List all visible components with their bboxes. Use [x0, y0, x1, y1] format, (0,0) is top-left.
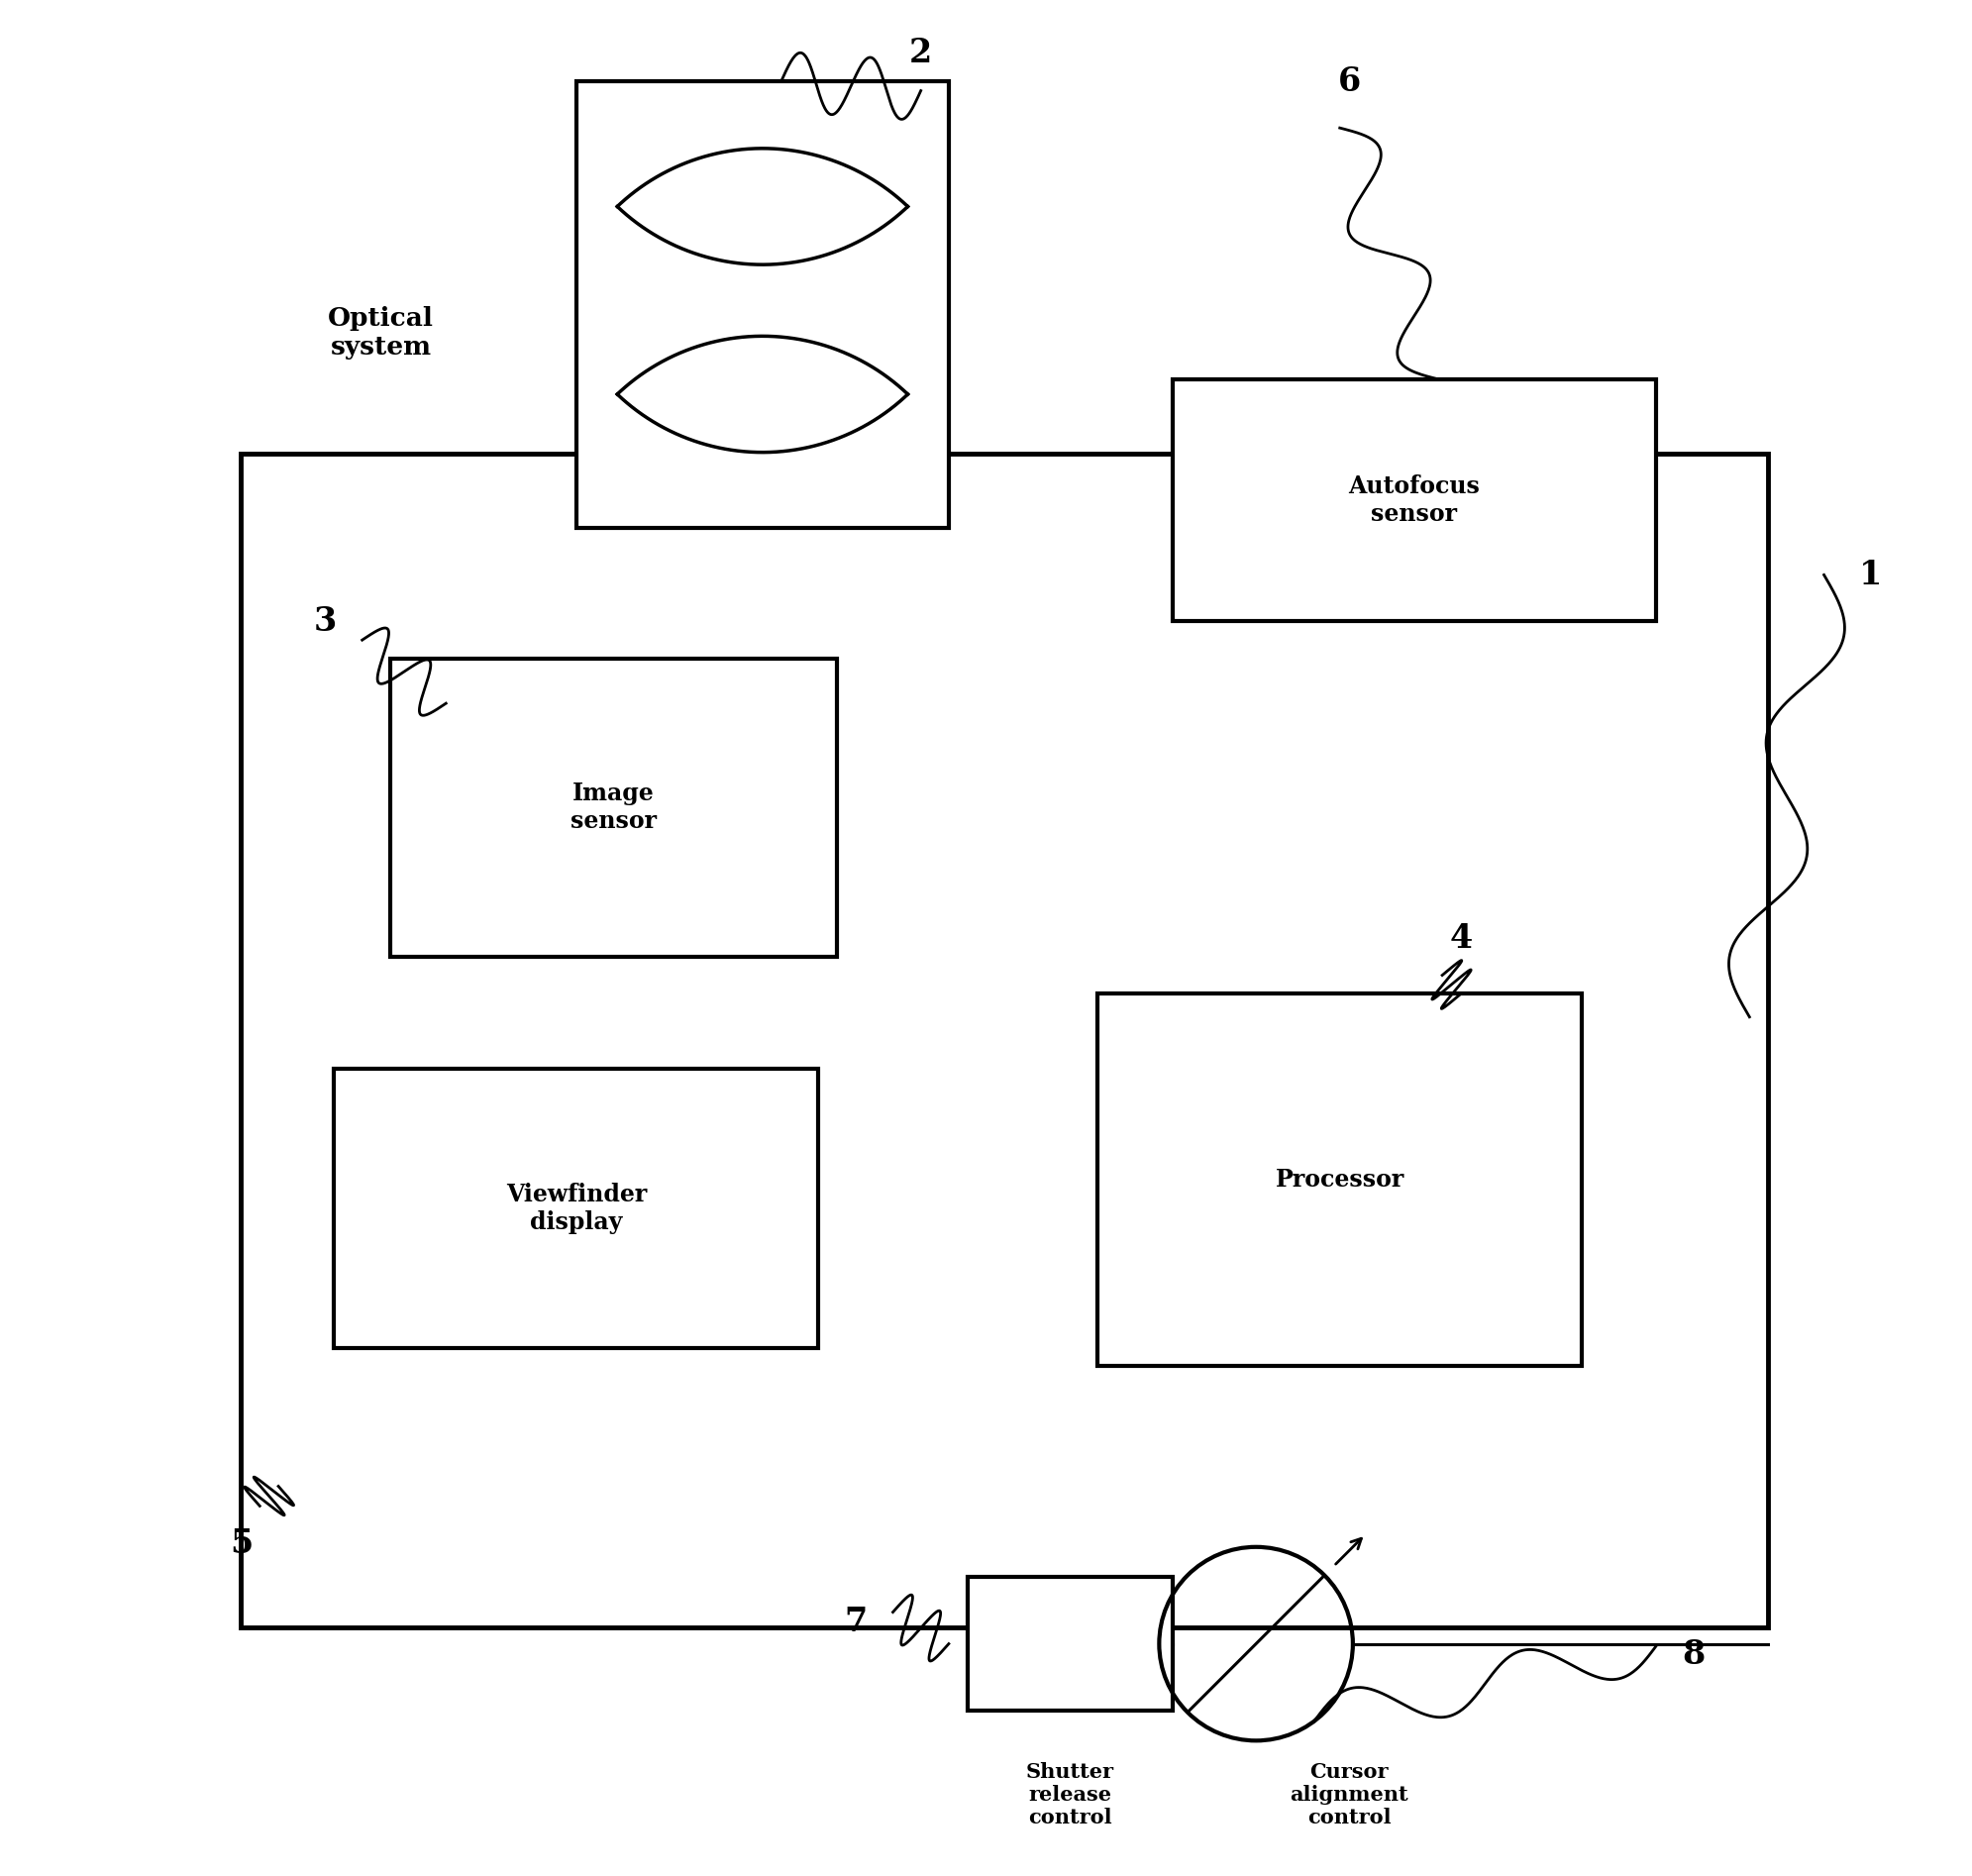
- Bar: [333, 1067, 818, 1347]
- Text: Processor: Processor: [1276, 1169, 1404, 1191]
- Bar: [576, 81, 949, 529]
- Text: 7: 7: [844, 1606, 868, 1638]
- Text: 1: 1: [1860, 559, 1881, 591]
- Text: 5: 5: [229, 1527, 252, 1559]
- Text: Shutter
release
control: Shutter release control: [1025, 1762, 1114, 1827]
- Bar: [1171, 379, 1656, 621]
- Text: Viewfinder
display: Viewfinder display: [507, 1182, 647, 1234]
- Bar: [390, 658, 836, 957]
- Bar: [241, 454, 1769, 1626]
- Text: Optical
system: Optical system: [327, 306, 434, 360]
- Text: Image
sensor: Image sensor: [570, 782, 657, 833]
- Bar: [968, 1576, 1171, 1711]
- Text: 6: 6: [1337, 66, 1361, 98]
- Text: 3: 3: [314, 606, 337, 638]
- Text: 2: 2: [909, 38, 933, 69]
- Bar: [1098, 994, 1582, 1366]
- Text: Cursor
alignment
control: Cursor alignment control: [1290, 1762, 1408, 1827]
- Text: 4: 4: [1449, 921, 1473, 955]
- Text: Autofocus
sensor: Autofocus sensor: [1349, 475, 1481, 525]
- Text: 8: 8: [1682, 1638, 1706, 1672]
